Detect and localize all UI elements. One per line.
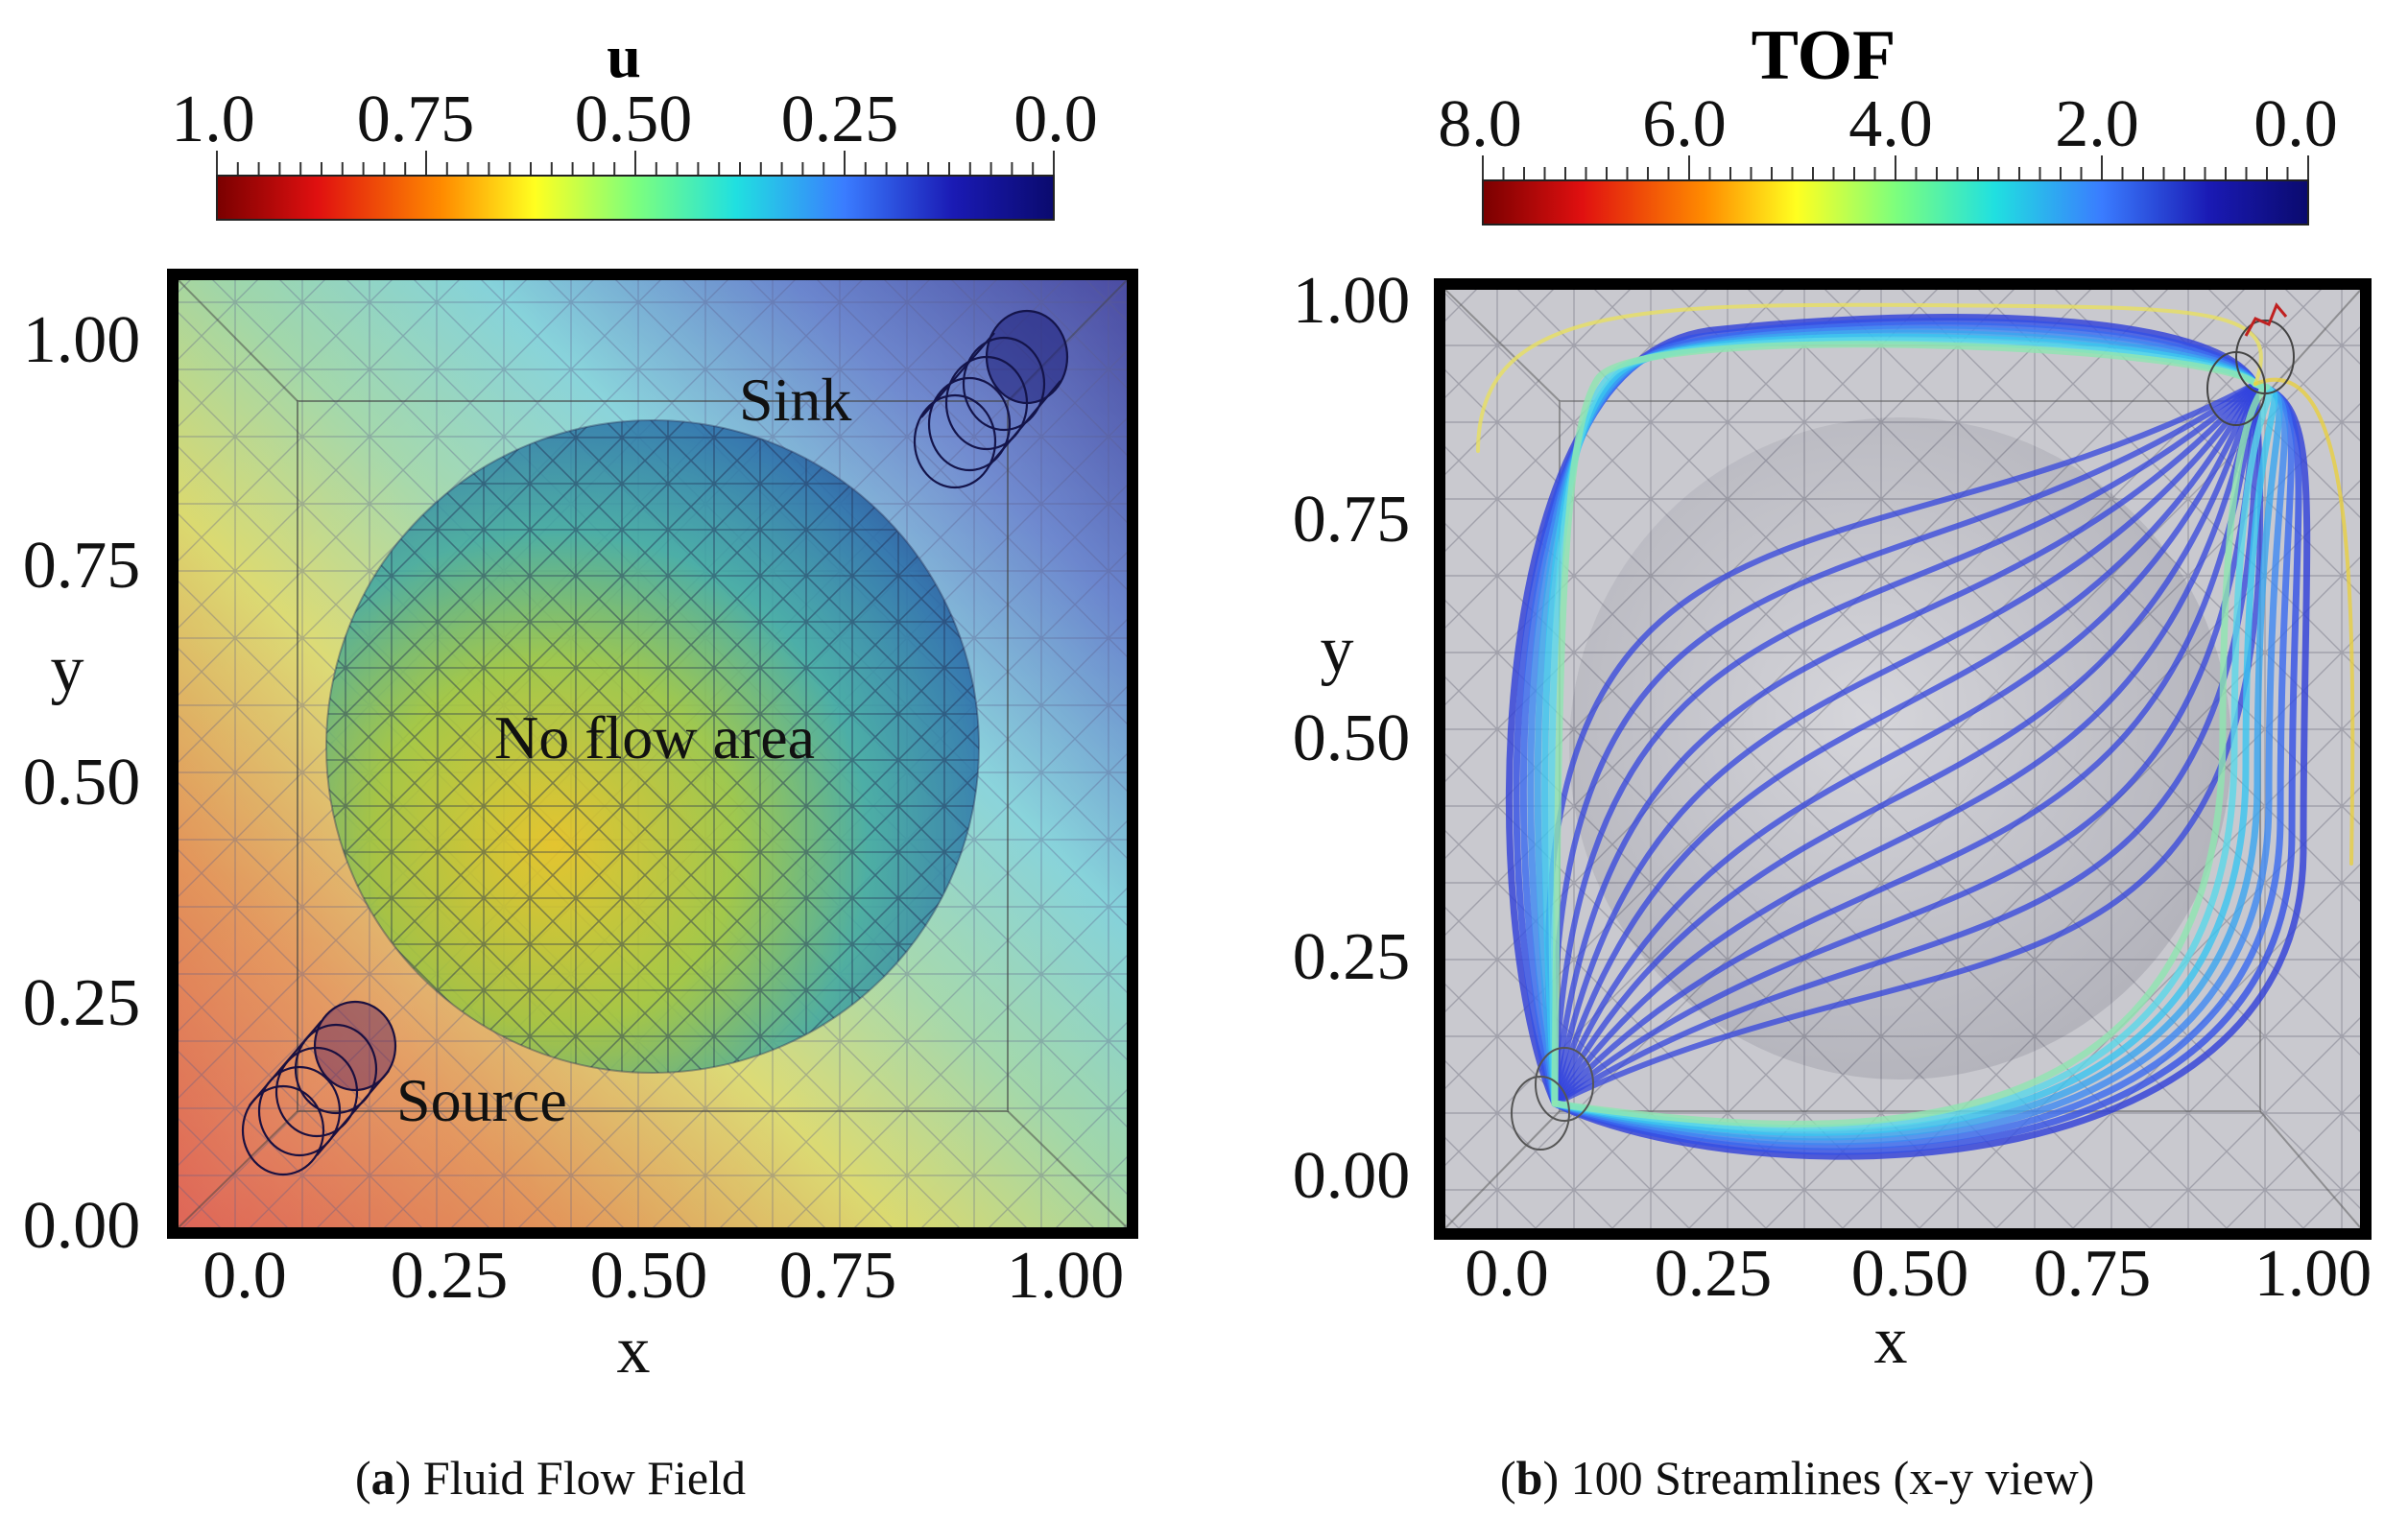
colorbar-a-tick-1: 0.75 (357, 83, 475, 156)
streamline (2253, 377, 2355, 866)
source-label: Source (396, 1066, 567, 1134)
x-tick-b-3: 0.75 (2034, 1237, 2152, 1311)
y-tick-b-3: 0.25 (1293, 920, 1411, 994)
streamline (1551, 380, 2271, 1127)
colorbar-a-tick-2: 0.50 (575, 83, 693, 156)
streamline (1551, 380, 2302, 1155)
x-tick-a-1: 0.25 (391, 1239, 509, 1313)
x-axis-label-b: x (1874, 1304, 1908, 1378)
streamline (1551, 380, 2289, 1146)
panel-b: TOF 8.0 6.0 4.0 2.0 0.0 (1293, 16, 2372, 1505)
streamline (1551, 380, 2283, 1141)
colorbar-b-title: TOF (1752, 16, 1896, 95)
caption-a: (a) Fluid Flow Field (355, 1451, 746, 1505)
caption-a-label: a (371, 1451, 395, 1505)
caption-a-text: Fluid Flow Field (411, 1451, 746, 1505)
caption-b: (b) 100 Streamlines (x-y view) (1500, 1451, 2094, 1505)
x-tick-b-1: 0.25 (1655, 1237, 1773, 1311)
colorbar-b-tick-3: 2.0 (2055, 87, 2139, 161)
y-tick-a-2: 0.50 (23, 746, 141, 819)
streamlines-plot (1440, 284, 2366, 1234)
x-tick-b-0: 0.0 (1465, 1237, 1549, 1311)
streamline (1552, 381, 2258, 1106)
y-tick-b-0: 1.00 (1293, 264, 1411, 338)
flow-field-plot (173, 274, 1132, 1233)
colorbar-b-minor-ticks (1482, 155, 2309, 180)
streamline (1551, 341, 2259, 1107)
no-flow-label: No flow area (494, 703, 815, 771)
plot-a-frame (167, 269, 1138, 1239)
streamlines (1476, 302, 2355, 1160)
y-tick-b-1: 0.75 (1293, 483, 1411, 557)
colorbar-a-tick-3: 0.25 (781, 83, 899, 156)
colorbar-b-tick-4: 0.0 (2253, 87, 2338, 161)
source-cylinder-b (1511, 1047, 1594, 1151)
colorbar-b-tick-0: 8.0 (1438, 87, 1522, 161)
x-tick-a-2: 0.50 (590, 1239, 708, 1313)
y-axis-label-b: y (1321, 613, 1354, 687)
streamline (1547, 337, 2259, 1107)
plot-b-frame (1434, 278, 2372, 1240)
panel-a: u 1.0 0.75 0.50 0.25 0.0 (23, 22, 1138, 1505)
y-tick-a-0: 1.00 (23, 303, 141, 377)
streamline (1552, 381, 2258, 1106)
streamline (1551, 380, 2295, 1151)
x-tick-a-0: 0.0 (203, 1239, 287, 1313)
streamline (1552, 381, 2264, 1106)
y-tick-b-4: 0.00 (1293, 1139, 1411, 1213)
sink-cylinder (913, 309, 1069, 489)
colorbar-a-tick-4: 0.0 (1013, 83, 1098, 156)
streamline (1476, 302, 2263, 453)
sink-cylinder-b (2206, 302, 2295, 426)
x-tick-b-2: 0.50 (1851, 1237, 1969, 1311)
colorbar-a-ticklabels: 1.0 0.75 0.50 0.25 0.0 (171, 83, 1098, 156)
streamline (1552, 381, 2258, 1106)
no-flow-sphere (325, 419, 980, 1074)
colorbar-a-tick-0: 1.0 (171, 83, 255, 156)
sink-label: Sink (739, 366, 851, 434)
caption-b-text: 100 Streamlines (x-y view) (1559, 1451, 2094, 1505)
colorbar-b-tick-1: 6.0 (1642, 87, 1727, 161)
colorbar-b (1482, 179, 2309, 225)
colorbar-b-tick-2: 4.0 (1848, 87, 1933, 161)
y-tick-a-3: 0.25 (23, 966, 141, 1040)
x-tick-b-4: 1.00 (2254, 1237, 2372, 1311)
streamline (1551, 380, 2311, 1160)
streamline (1552, 381, 2258, 1106)
colorbar-a-title: u (607, 22, 641, 90)
x-tick-a-3: 0.75 (779, 1239, 897, 1313)
source-cylinder (241, 1000, 397, 1176)
x-tick-a-4: 1.00 (1007, 1239, 1125, 1313)
colorbar-b-ticklabels: 8.0 6.0 4.0 2.0 0.0 (1438, 87, 2338, 161)
streamline (1552, 381, 2258, 1106)
streamline (1551, 380, 2275, 1132)
colorbar-a-minor-ticks (216, 151, 1055, 176)
streamline (1552, 381, 2258, 1106)
streamline (1552, 381, 2258, 1106)
y-tick-a-1: 0.75 (23, 529, 141, 603)
colorbar-a (216, 175, 1055, 221)
caption-b-label: b (1516, 1451, 1543, 1505)
y-axis-label-a: y (51, 632, 84, 706)
streamline (1551, 381, 2258, 1106)
x-axis-label-a: x (617, 1314, 651, 1388)
streamline (1552, 381, 2258, 1106)
streamline (1551, 380, 2278, 1136)
y-tick-a-4: 0.00 (23, 1189, 141, 1263)
y-tick-b-2: 0.50 (1293, 701, 1411, 775)
